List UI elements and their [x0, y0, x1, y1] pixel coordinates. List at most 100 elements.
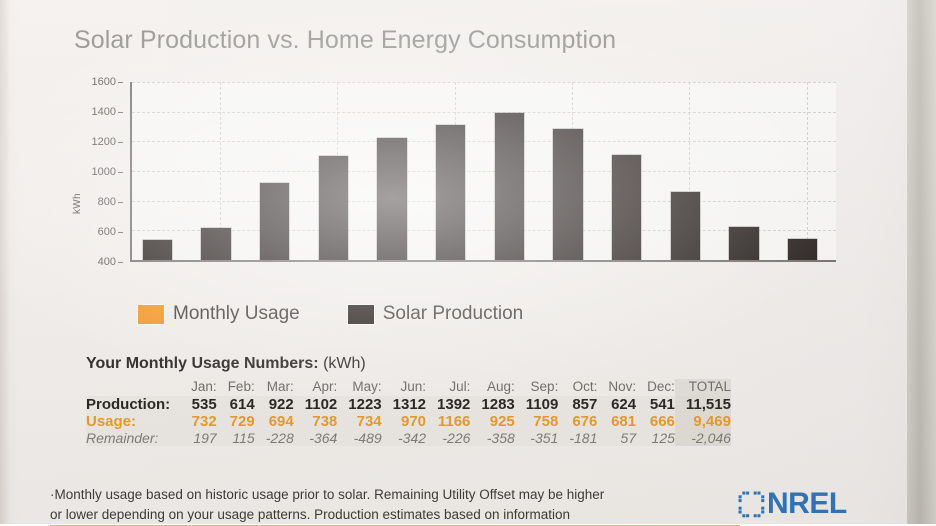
table-column-header: Mar: [266, 379, 294, 394]
footnote-line-2: or lower depending on your usage pattern… [50, 506, 571, 522]
production-bar [201, 228, 231, 260]
nrel-mark-cell [757, 513, 761, 517]
nrel-wordmark: NREL [767, 487, 847, 520]
table-column-header: Jan: [191, 379, 217, 394]
nrel-mark-cell [738, 494, 742, 498]
nrel-mark-cell [738, 509, 742, 513]
table-row: Usage: 732 729 694 738 734 970 1166 925 758 676 681… [86, 413, 731, 430]
table-column-header: Sep: [530, 379, 559, 394]
legend-swatch [138, 304, 164, 324]
y-axis-tick: 1400 [76, 106, 123, 118]
table-cell: 734 [356, 413, 382, 430]
table-cell: 666 [649, 413, 675, 430]
table-total-cell: -2,046 [674, 430, 731, 446]
nrel-mark-cell [742, 513, 746, 517]
nrel-mark-cell [761, 509, 765, 513]
table-cell: 624 [611, 396, 637, 413]
table-column-header: Jul: [449, 379, 471, 394]
table-column-header: Apr: [312, 379, 338, 394]
production-bar [729, 226, 759, 260]
table-row-label: Usage: [86, 413, 137, 430]
table-cell: 535 [191, 396, 217, 413]
nrel-mark-cell [761, 494, 765, 498]
table-cell: 738 [312, 413, 338, 430]
production-bar [377, 137, 407, 260]
table-cell: 614 [229, 396, 255, 413]
table-column-header: Dec: [647, 379, 675, 394]
legend-item: Solar Production [347, 303, 524, 325]
nrel-mark-cell [757, 491, 761, 495]
production-bar [318, 155, 348, 260]
y-axis-tick: 1600 [76, 76, 123, 88]
table-column-header: May: [352, 379, 382, 394]
table-total-cell: 11,515 [674, 396, 731, 413]
table-cell: 1109 [525, 396, 559, 413]
table-row-label: Remainder: [86, 430, 159, 446]
table-cell: 922 [268, 396, 294, 413]
production-bar [494, 112, 524, 260]
table-column-header: Oct: [572, 379, 598, 394]
usage-table: Jan: Feb: Mar: Apr: May: Jun: Jul: Aug: Sep: Oct:… [86, 379, 731, 446]
table-heading-unit: (kWh) [323, 355, 366, 372]
nrel-mark-cell [738, 498, 742, 502]
table-cell: -358 [486, 430, 515, 446]
table-cell: 676 [572, 413, 598, 430]
table-cell: 970 [401, 413, 427, 430]
table-cell: -181 [569, 430, 598, 446]
table-cell: -351 [530, 430, 559, 446]
nrel-mark-cell [761, 498, 765, 502]
table-cell: 125 [651, 430, 675, 446]
table-corner-cell [86, 379, 180, 396]
table-cell: 1392 [437, 396, 471, 413]
y-axis-tick: 600 [76, 226, 123, 238]
page-title: Solar Production vs. Home Energy Consump… [74, 26, 617, 54]
table-cell: 729 [229, 413, 255, 430]
production-bar [142, 239, 172, 260]
table-cell: 197 [193, 430, 217, 446]
legend-item: Monthly Usage [138, 303, 300, 325]
table-column-header: Nov: [608, 379, 637, 394]
production-bar [611, 154, 642, 260]
footnote: ·Monthly usage based on historic usage p… [50, 485, 740, 526]
table-cell: 115 [232, 430, 255, 446]
table-cell: 694 [268, 413, 294, 430]
table-cell: 541 [649, 396, 675, 413]
photo-right-edge [907, 0, 936, 524]
table-cell: 1102 [304, 396, 338, 413]
footnote-line-1: ·Monthly usage based on historic usage p… [50, 487, 605, 502]
table-total-cell: 9,469 [674, 413, 731, 430]
production-bar [259, 182, 290, 260]
table-head: Jan: Feb: Mar: Apr: May: Jun: Jul: Aug: Sep: Oct:… [86, 379, 731, 396]
table-heading-text: Your Monthly Usage Numbers: [86, 355, 319, 372]
nrel-mark-cell [753, 513, 757, 517]
nrel-mark-cell [738, 506, 742, 510]
table-cell: 732 [191, 413, 217, 430]
table-cell: 925 [489, 413, 515, 430]
plot-area: JanFebMarAprMayJunJulAugSepOctNovDec [130, 82, 836, 262]
table-body: Production: 535 614 922 1102 1223 1312 1392 1283… [86, 396, 731, 446]
table-heading: Your Monthly Usage Numbers: (kWh) [86, 355, 846, 373]
table-cell: 1166 [437, 413, 471, 430]
nrel-mark-cell [742, 491, 746, 495]
table-header-row: Jan: Feb: Mar: Apr: May: Jun: Jul: Aug: Sep: Oct:… [86, 379, 731, 396]
table-cell: -342 [398, 430, 427, 446]
legend-label: Solar Production [382, 303, 524, 324]
table-cell: -364 [309, 430, 338, 446]
y-axis-tick: 400 [76, 256, 123, 268]
table-column-header: Feb: [227, 379, 255, 394]
table-column-header: Aug: [487, 379, 515, 394]
table-row: Remainder: 197 115 -228 -364 -489 -342 -226 -358… [86, 430, 731, 446]
legend-swatch [347, 304, 374, 324]
nrel-mark-cell [746, 491, 750, 495]
y-axis-tick: 1200 [76, 136, 123, 148]
table-cell: -228 [265, 430, 294, 446]
table-cell: 1223 [348, 396, 382, 413]
table-cell: 857 [572, 396, 598, 413]
production-bar [670, 192, 700, 260]
production-bar [553, 129, 583, 260]
nrel-logo: NREL [738, 487, 847, 521]
usage-table-section: Your Monthly Usage Numbers: (kWh) Jan: Fe… [86, 355, 846, 446]
table-row-label: Production: [86, 396, 171, 413]
